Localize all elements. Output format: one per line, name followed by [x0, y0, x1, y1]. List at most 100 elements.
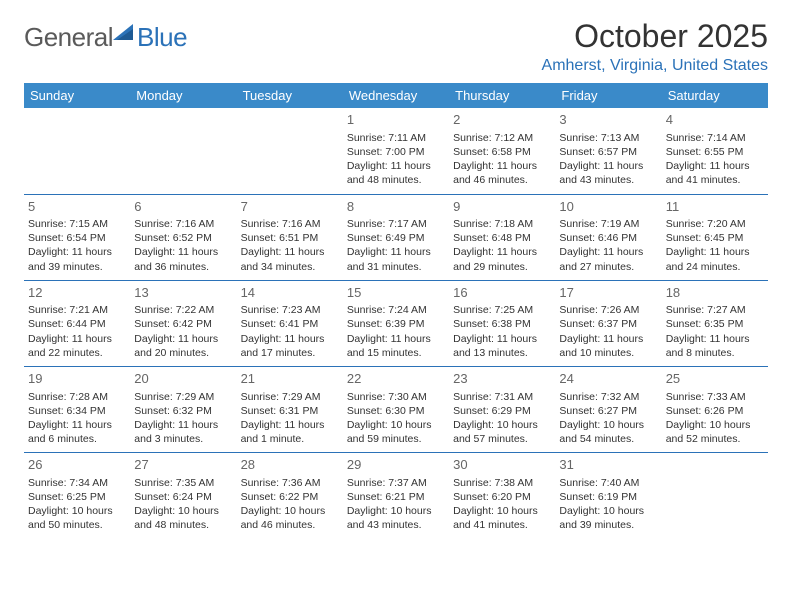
- day-number: 22: [347, 370, 445, 388]
- sunrise-line: Sunrise: 7:38 AM: [453, 476, 551, 490]
- sunrise-line: Sunrise: 7:32 AM: [559, 390, 657, 404]
- calendar-cell: [130, 108, 236, 194]
- daylight-line: Daylight: 10 hours and 54 minutes.: [559, 418, 657, 446]
- sunset-line: Sunset: 6:58 PM: [453, 145, 551, 159]
- calendar-head: SundayMondayTuesdayWednesdayThursdayFrid…: [24, 83, 768, 108]
- day-number: 24: [559, 370, 657, 388]
- calendar-cell: 17Sunrise: 7:26 AMSunset: 6:37 PMDayligh…: [555, 280, 661, 366]
- daylight-line: Daylight: 11 hours and 34 minutes.: [241, 245, 339, 273]
- daylight-line: Daylight: 11 hours and 15 minutes.: [347, 332, 445, 360]
- sunrise-line: Sunrise: 7:16 AM: [134, 217, 232, 231]
- day-header: Sunday: [24, 83, 130, 108]
- calendar-cell: 16Sunrise: 7:25 AMSunset: 6:38 PMDayligh…: [449, 280, 555, 366]
- daylight-line: Daylight: 11 hours and 6 minutes.: [28, 418, 126, 446]
- sunset-line: Sunset: 6:22 PM: [241, 490, 339, 504]
- day-number: 1: [347, 111, 445, 129]
- sunset-line: Sunset: 6:21 PM: [347, 490, 445, 504]
- day-number: 3: [559, 111, 657, 129]
- sunset-line: Sunset: 6:19 PM: [559, 490, 657, 504]
- sunset-line: Sunset: 6:24 PM: [134, 490, 232, 504]
- day-number: 15: [347, 284, 445, 302]
- logo-sail-icon: [113, 23, 135, 46]
- calendar-cell: 4Sunrise: 7:14 AMSunset: 6:55 PMDaylight…: [662, 108, 768, 194]
- daylight-line: Daylight: 10 hours and 50 minutes.: [28, 504, 126, 532]
- day-number: 6: [134, 198, 232, 216]
- calendar-cell: 22Sunrise: 7:30 AMSunset: 6:30 PMDayligh…: [343, 366, 449, 452]
- daylight-line: Daylight: 11 hours and 46 minutes.: [453, 159, 551, 187]
- sunrise-line: Sunrise: 7:26 AM: [559, 303, 657, 317]
- sunrise-line: Sunrise: 7:12 AM: [453, 131, 551, 145]
- day-number: 10: [559, 198, 657, 216]
- calendar-cell: 14Sunrise: 7:23 AMSunset: 6:41 PMDayligh…: [237, 280, 343, 366]
- sunset-line: Sunset: 6:32 PM: [134, 404, 232, 418]
- day-number: 13: [134, 284, 232, 302]
- daylight-line: Daylight: 11 hours and 17 minutes.: [241, 332, 339, 360]
- sunrise-line: Sunrise: 7:40 AM: [559, 476, 657, 490]
- sunrise-line: Sunrise: 7:23 AM: [241, 303, 339, 317]
- day-number: 18: [666, 284, 764, 302]
- calendar-cell: 18Sunrise: 7:27 AMSunset: 6:35 PMDayligh…: [662, 280, 768, 366]
- day-number: 29: [347, 456, 445, 474]
- logo-text-blue: Blue: [137, 22, 187, 53]
- day-number: 5: [28, 198, 126, 216]
- calendar-cell: 31 Sunrise: 7:40 AMSunset: 6:19 PMDayligh…: [555, 453, 661, 539]
- daylight-line: Daylight: 10 hours and 59 minutes.: [347, 418, 445, 446]
- day-number: 27: [134, 456, 232, 474]
- sunrise-line: Sunrise: 7:30 AM: [347, 390, 445, 404]
- sunrise-line: Sunrise: 7:21 AM: [28, 303, 126, 317]
- day-header: Thursday: [449, 83, 555, 108]
- day-header: Saturday: [662, 83, 768, 108]
- sunrise-line: Sunrise: 7:28 AM: [28, 390, 126, 404]
- sunrise-line: Sunrise: 7:29 AM: [241, 390, 339, 404]
- calendar-cell: 21Sunrise: 7:29 AMSunset: 6:31 PMDayligh…: [237, 366, 343, 452]
- calendar-cell: 12Sunrise: 7:21 AMSunset: 6:44 PMDayligh…: [24, 280, 130, 366]
- sunset-line: Sunset: 6:39 PM: [347, 317, 445, 331]
- daylight-line: Daylight: 11 hours and 10 minutes.: [559, 332, 657, 360]
- daylight-line: Daylight: 11 hours and 29 minutes.: [453, 245, 551, 273]
- sunset-line: Sunset: 6:54 PM: [28, 231, 126, 245]
- day-number: 2: [453, 111, 551, 129]
- sunrise-line: Sunrise: 7:18 AM: [453, 217, 551, 231]
- day-number: 11: [666, 198, 764, 216]
- day-header: Wednesday: [343, 83, 449, 108]
- sunset-line: Sunset: 6:26 PM: [666, 404, 764, 418]
- day-number: 8: [347, 198, 445, 216]
- logo: General Blue: [24, 22, 187, 53]
- day-number: 26: [28, 456, 126, 474]
- calendar-cell: [24, 108, 130, 194]
- sunrise-line: Sunrise: 7:35 AM: [134, 476, 232, 490]
- day-header: Tuesday: [237, 83, 343, 108]
- day-header: Monday: [130, 83, 236, 108]
- day-number: 4: [666, 111, 764, 129]
- calendar-cell: 23Sunrise: 7:31 AMSunset: 6:29 PMDayligh…: [449, 366, 555, 452]
- day-number: 9: [453, 198, 551, 216]
- daylight-line: Daylight: 11 hours and 31 minutes.: [347, 245, 445, 273]
- daylight-line: Daylight: 10 hours and 46 minutes.: [241, 504, 339, 532]
- sunrise-line: Sunrise: 7:11 AM: [347, 131, 445, 145]
- daylight-line: Daylight: 11 hours and 48 minutes.: [347, 159, 445, 187]
- calendar-cell: 29Sunrise: 7:37 AMSunset: 6:21 PMDayligh…: [343, 453, 449, 539]
- day-number: 31: [559, 456, 657, 474]
- daylight-line: Daylight: 11 hours and 1 minute.: [241, 418, 339, 446]
- logo-text-general: General: [24, 22, 113, 53]
- daylight-line: Daylight: 10 hours and 39 minutes.: [559, 504, 657, 532]
- daylight-line: Daylight: 10 hours and 41 minutes.: [453, 504, 551, 532]
- day-number: 17: [559, 284, 657, 302]
- calendar-row: 5Sunrise: 7:15 AMSunset: 6:54 PMDaylight…: [24, 194, 768, 280]
- sunset-line: Sunset: 6:46 PM: [559, 231, 657, 245]
- daylight-line: Daylight: 10 hours and 48 minutes.: [134, 504, 232, 532]
- sunrise-line: Sunrise: 7:24 AM: [347, 303, 445, 317]
- day-number: 16: [453, 284, 551, 302]
- calendar-cell: 8Sunrise: 7:17 AMSunset: 6:49 PMDaylight…: [343, 194, 449, 280]
- daylight-line: Daylight: 11 hours and 36 minutes.: [134, 245, 232, 273]
- daylight-line: Daylight: 11 hours and 3 minutes.: [134, 418, 232, 446]
- day-header-row: SundayMondayTuesdayWednesdayThursdayFrid…: [24, 83, 768, 108]
- sunset-line: Sunset: 6:37 PM: [559, 317, 657, 331]
- calendar-cell: 11Sunrise: 7:20 AMSunset: 6:45 PMDayligh…: [662, 194, 768, 280]
- sunrise-line: Sunrise: 7:37 AM: [347, 476, 445, 490]
- daylight-line: Daylight: 11 hours and 41 minutes.: [666, 159, 764, 187]
- header: General Blue October 2025 Amherst, Virgi…: [24, 18, 768, 75]
- daylight-line: Daylight: 10 hours and 57 minutes.: [453, 418, 551, 446]
- calendar-cell: 1Sunrise: 7:11 AMSunset: 7:00 PMDaylight…: [343, 108, 449, 194]
- page: General Blue October 2025 Amherst, Virgi…: [0, 0, 792, 557]
